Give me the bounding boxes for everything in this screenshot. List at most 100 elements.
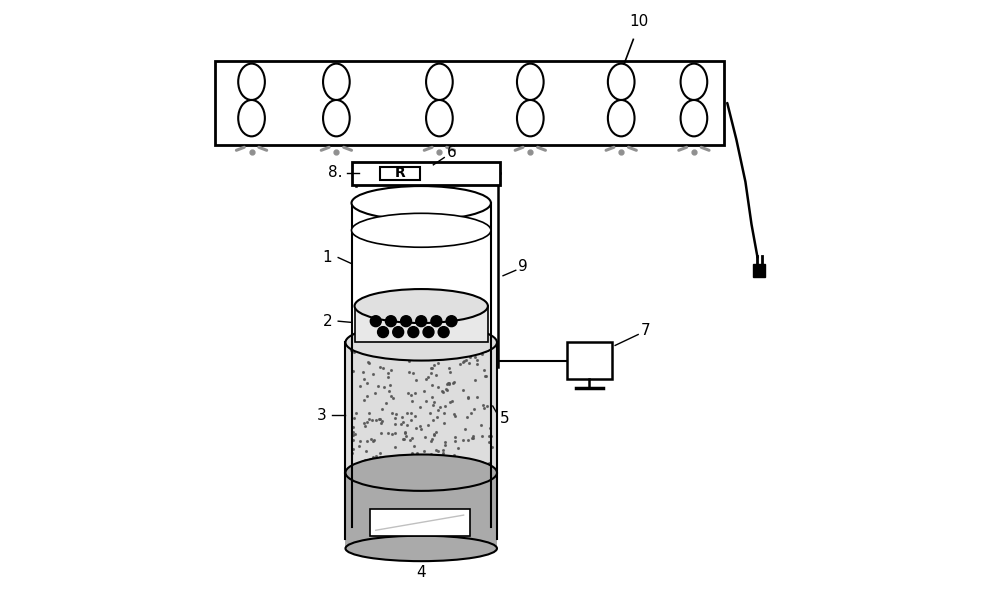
Point (404, 396, 420, 406)
Point (442, 345, 458, 355)
Point (387, 442, 403, 452)
Point (416, 344, 432, 353)
Point (469, 392, 485, 402)
Point (409, 448, 425, 458)
Ellipse shape (517, 100, 544, 136)
Text: R: R (395, 166, 405, 181)
Point (426, 361, 442, 370)
Point (458, 355, 474, 365)
Text: 3: 3 (316, 408, 326, 422)
Point (434, 386, 450, 396)
Point (360, 357, 376, 367)
Point (425, 401, 441, 410)
Point (399, 408, 415, 418)
Circle shape (408, 327, 419, 338)
Point (375, 364, 391, 373)
Point (455, 435, 471, 445)
Point (380, 368, 396, 378)
Point (403, 408, 419, 418)
Ellipse shape (345, 536, 497, 561)
Point (401, 356, 417, 366)
Point (474, 431, 490, 441)
Point (437, 437, 453, 447)
Point (372, 453, 388, 462)
Text: 8.: 8. (328, 165, 342, 180)
Point (395, 418, 411, 427)
Point (407, 411, 423, 421)
Point (362, 454, 378, 464)
Point (447, 411, 463, 421)
Point (394, 345, 410, 355)
Circle shape (431, 316, 442, 327)
Point (481, 458, 497, 468)
Point (450, 444, 466, 453)
Point (382, 345, 398, 355)
Point (364, 415, 380, 425)
Point (433, 347, 449, 356)
Point (406, 442, 422, 451)
Point (400, 388, 416, 398)
Point (442, 398, 458, 407)
Ellipse shape (323, 100, 350, 136)
Point (371, 414, 387, 424)
Point (384, 408, 400, 418)
Point (383, 365, 399, 375)
Circle shape (393, 327, 404, 338)
Point (426, 429, 442, 439)
Circle shape (370, 316, 381, 327)
Point (430, 382, 446, 392)
Point (345, 430, 361, 439)
Point (424, 380, 440, 390)
Point (348, 408, 364, 418)
Point (416, 353, 432, 363)
Point (369, 350, 385, 359)
Point (416, 446, 432, 456)
Circle shape (416, 316, 427, 327)
Point (423, 463, 439, 473)
Point (368, 455, 384, 465)
Point (444, 396, 460, 406)
Point (399, 420, 415, 430)
Point (391, 342, 407, 351)
Point (393, 419, 409, 428)
Point (446, 377, 462, 387)
Point (430, 447, 446, 456)
Text: 10: 10 (630, 14, 649, 28)
Point (387, 419, 403, 428)
Point (370, 381, 386, 391)
Text: 1: 1 (322, 250, 332, 265)
Point (469, 457, 485, 467)
Point (441, 342, 457, 351)
Point (350, 342, 366, 351)
Point (345, 427, 361, 436)
Point (476, 459, 492, 469)
Point (356, 396, 372, 405)
Bar (370, 509, 470, 536)
Point (368, 451, 384, 461)
Point (387, 413, 403, 423)
Point (446, 408, 462, 418)
Point (465, 431, 481, 441)
Point (445, 456, 461, 466)
Point (381, 386, 397, 396)
Ellipse shape (426, 64, 453, 100)
Point (474, 457, 490, 467)
Ellipse shape (345, 454, 497, 491)
Point (477, 346, 493, 356)
Point (351, 441, 367, 451)
Point (426, 430, 442, 440)
Point (439, 385, 455, 395)
Point (418, 396, 434, 405)
Point (376, 382, 392, 391)
Point (444, 348, 460, 358)
Point (345, 366, 361, 376)
Point (460, 435, 476, 445)
Point (401, 367, 417, 376)
Ellipse shape (681, 64, 707, 100)
Point (422, 408, 438, 418)
Point (460, 392, 476, 402)
Point (483, 431, 499, 441)
Point (438, 385, 454, 395)
Point (435, 387, 451, 396)
Point (417, 452, 433, 462)
